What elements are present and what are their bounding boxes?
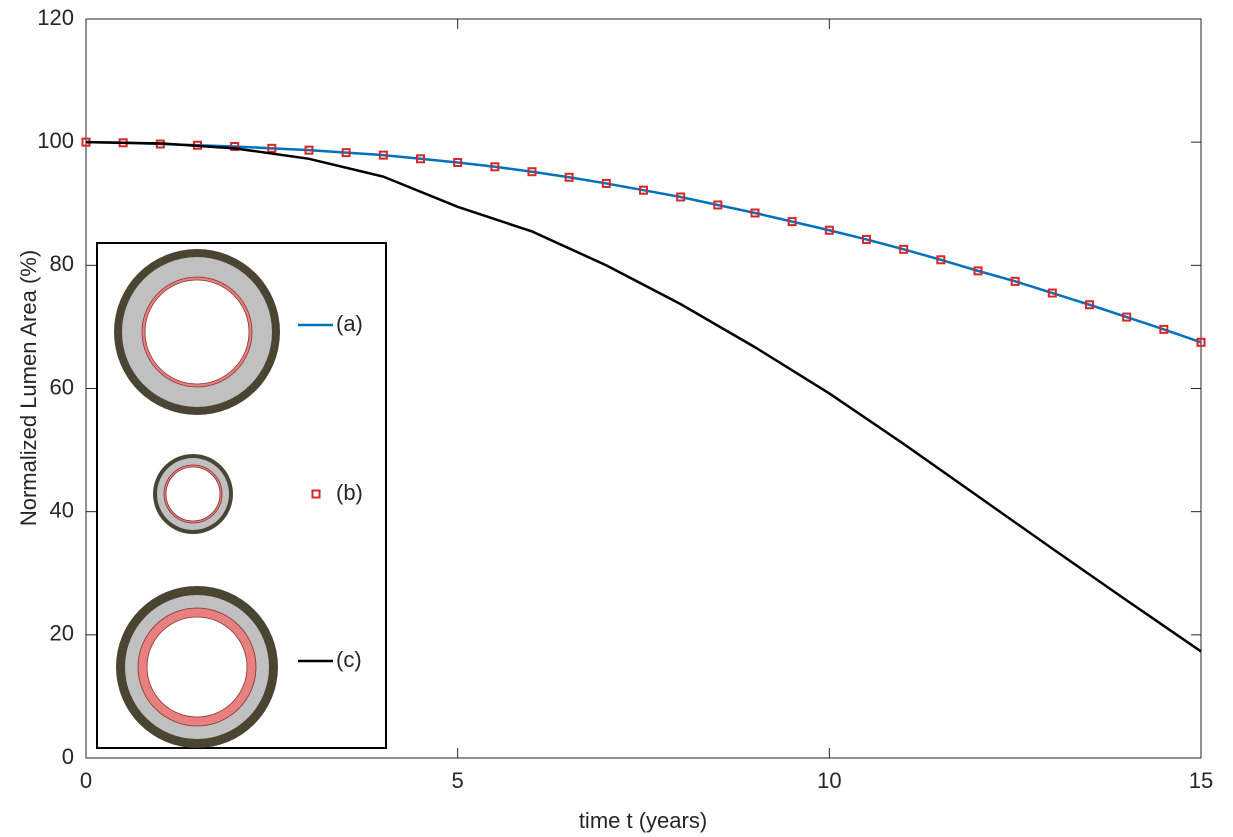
marker: [1122, 312, 1132, 322]
x-tick-label: 0: [80, 768, 92, 793]
marker: [750, 208, 760, 218]
y-tick-label: 80: [50, 251, 74, 276]
marker: [1010, 276, 1020, 286]
marker: [378, 150, 388, 160]
marker: [676, 192, 686, 202]
marker: [230, 141, 240, 151]
marker: [490, 162, 500, 172]
y-tick-label: 20: [50, 621, 74, 646]
legend: [96, 242, 387, 749]
marker: [1159, 324, 1169, 334]
marker: [453, 157, 463, 167]
marker: [973, 266, 983, 276]
marker: [787, 217, 797, 227]
y-tick-label: 100: [37, 128, 74, 153]
icon-c: [116, 586, 278, 748]
y-tick-label: 40: [50, 497, 74, 522]
marker: [564, 172, 574, 182]
x-tick-label: 10: [817, 768, 841, 793]
legend-label: (c): [336, 647, 362, 672]
legend-marker: [311, 489, 321, 499]
marker: [824, 225, 834, 235]
icon-a: [114, 249, 280, 415]
marker: [936, 255, 946, 265]
x-tick-label: 5: [452, 768, 464, 793]
marker: [862, 234, 871, 244]
marker: [1196, 337, 1206, 347]
marker: [416, 154, 425, 164]
marker: [1047, 288, 1057, 298]
legend-label: (b): [336, 480, 363, 505]
x-tick-label: 15: [1189, 768, 1213, 793]
y-axis-label: Normalized Lumen Area (%): [16, 250, 41, 526]
marker: [601, 178, 611, 188]
marker: [341, 148, 351, 158]
marker: [304, 145, 314, 155]
marker: [1085, 300, 1094, 310]
marker: [899, 244, 909, 254]
y-tick-label: 0: [62, 744, 74, 769]
series-line: [85, 140, 1202, 344]
marker: [639, 185, 648, 195]
y-tick-label: 120: [37, 5, 74, 30]
marker: [713, 200, 723, 210]
icon-b: [153, 454, 233, 534]
y-tick-label: 60: [50, 374, 74, 399]
marker: [527, 167, 537, 177]
marker: [267, 143, 277, 153]
legend-label: (a): [336, 311, 363, 336]
x-axis-label: time t (years): [579, 808, 707, 833]
series-line: [85, 140, 1202, 653]
